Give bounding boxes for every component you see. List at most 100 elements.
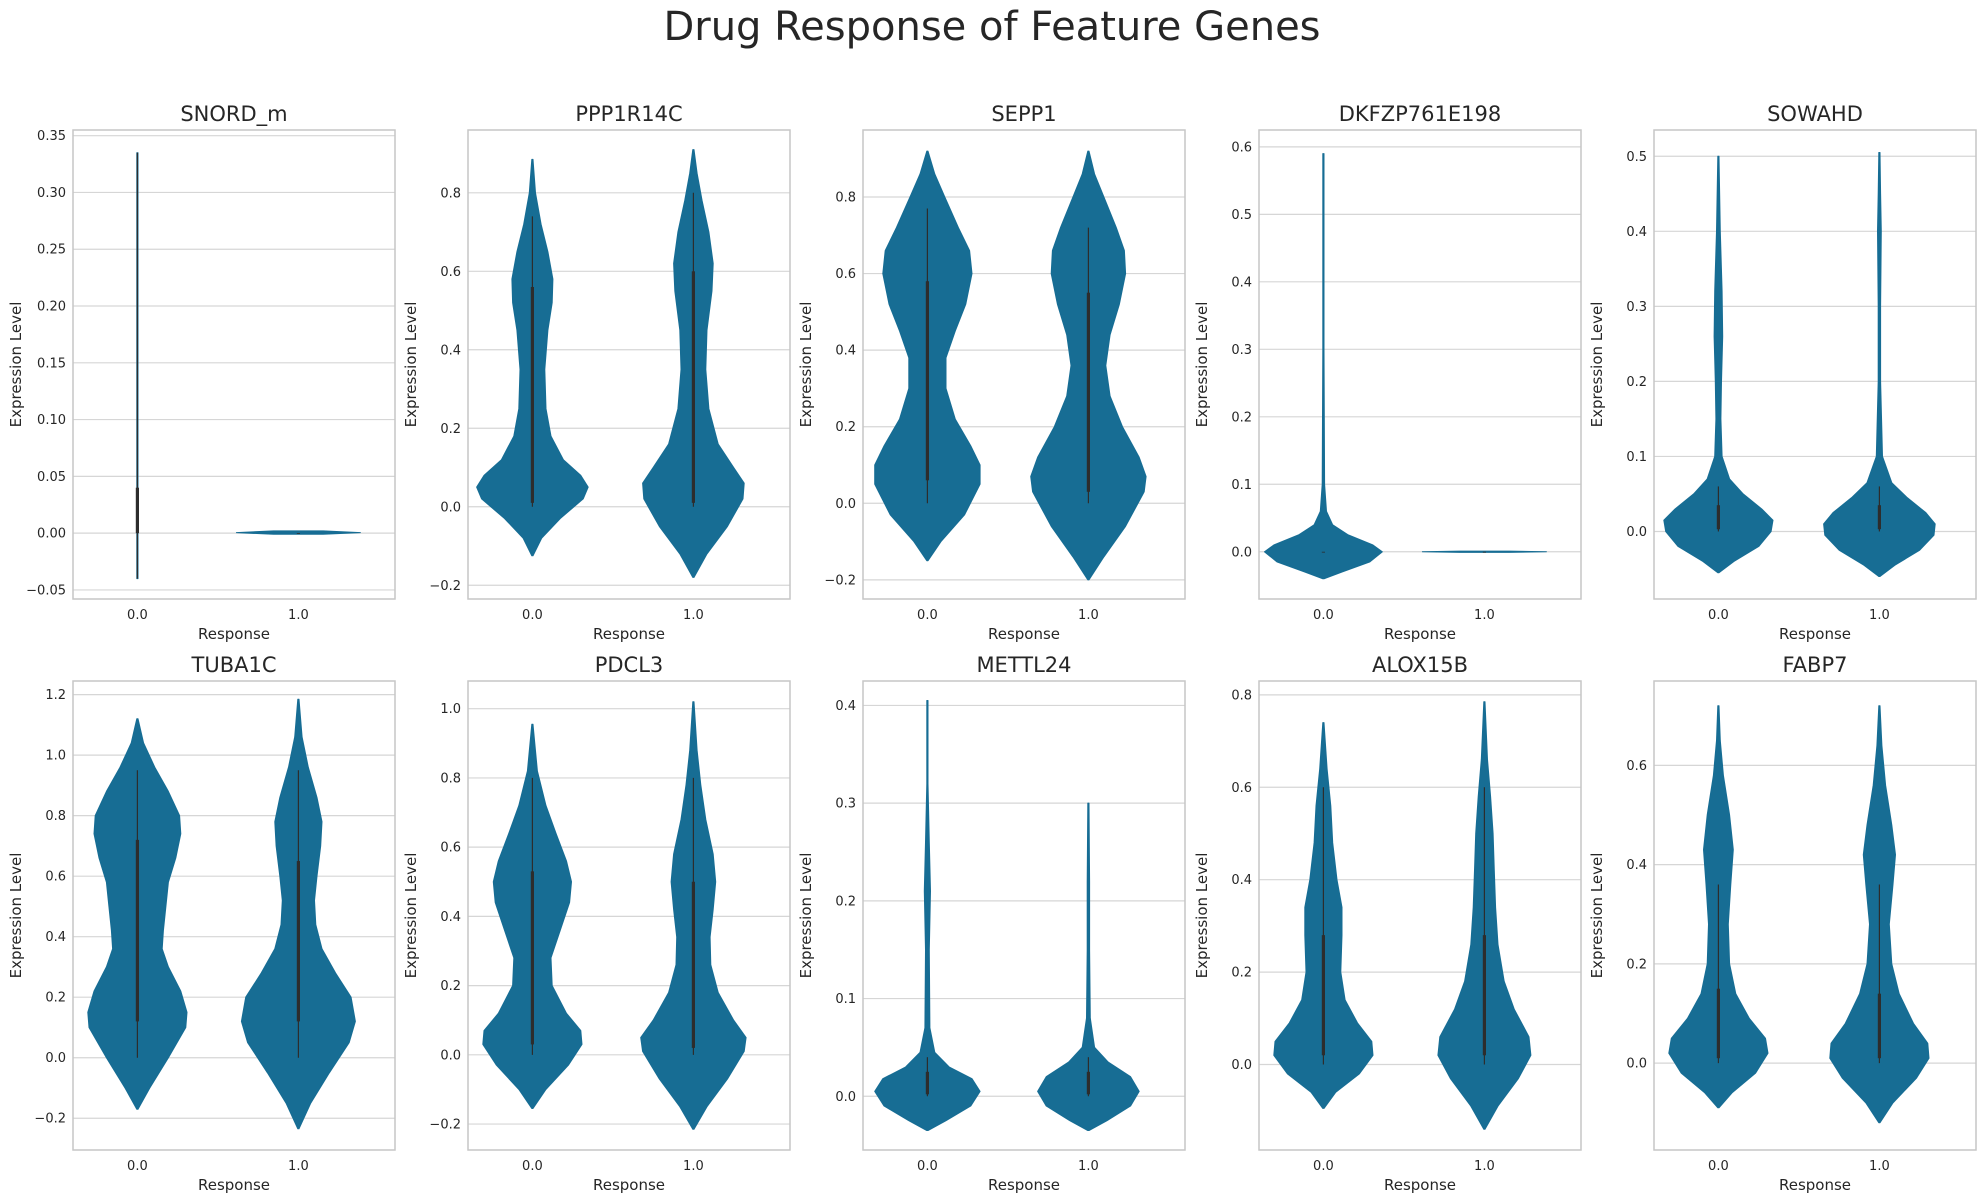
subplot-sepp1: −0.2 0.0 0.2 0.4 0.6 0.8 0.0 1.0 SEPP1 Response Ex…: [797, 102, 1186, 643]
y-tick-label: 0.5: [1626, 150, 1647, 165]
violin-box: [530, 286, 534, 503]
violin-box: [530, 871, 534, 1045]
y-tick-label: 0.2: [440, 422, 461, 437]
y-tick-label: 0.4: [835, 699, 856, 714]
y-tick-label: 0.0: [440, 1048, 461, 1063]
subplot-fabp7: 0.0 0.2 0.4 0.6 0.0 1.0 FABP7 Response Expressio…: [1588, 653, 1977, 1194]
x-tick-label: 0.0: [917, 608, 938, 623]
y-axis-label: Expression Level: [797, 853, 815, 979]
axes-frame: [467, 680, 791, 1151]
violin-body: [235, 530, 361, 535]
x-axis-label: Response: [1779, 625, 1851, 643]
x-tick-label: 1.0: [288, 1159, 309, 1174]
x-tick-label: 0.0: [1708, 1159, 1729, 1174]
subplot-alox15b: 0.0 0.2 0.4 0.6 0.8 0.0 1.0 ALOX15B Response Expr…: [1193, 653, 1582, 1194]
y-tick-label: 0.05: [37, 470, 66, 485]
y-tick-label: 0.2: [1626, 957, 1647, 972]
subplot-tuba1c: −0.2 0.0 0.2 0.4 0.6 0.8 1.0 1.2 0.0 1.0 TUBA1C Res…: [7, 653, 396, 1194]
y-tick-label: 0.8: [440, 771, 461, 786]
violin-box: [1877, 505, 1881, 530]
violin-box: [925, 1071, 929, 1095]
y-tick-label: 0.4: [1626, 225, 1647, 240]
y-tick-label: 0.0: [835, 1090, 856, 1105]
y-tick-label: 0.4: [440, 910, 461, 925]
violin-box: [925, 281, 929, 481]
y-tick-label: 0.35: [37, 129, 66, 144]
axes-frame: [1653, 129, 1977, 600]
y-tick-label: −0.2: [429, 1118, 461, 1133]
y-tick-label: 0.6: [1231, 140, 1252, 155]
y-tick-label: 0.8: [45, 809, 66, 824]
x-tick-label: 0.0: [1313, 1159, 1334, 1174]
subplot-title: SEPP1: [991, 102, 1056, 126]
figure-title: Drug Response of Feature Genes: [663, 4, 1320, 50]
y-tick-label: 0.6: [835, 267, 856, 282]
x-tick-label: 1.0: [1474, 1159, 1495, 1174]
axes-frame: [467, 129, 791, 600]
y-tick-label: −0.2: [34, 1112, 66, 1127]
violin-box: [691, 881, 695, 1048]
x-tick-label: 0.0: [522, 1159, 543, 1174]
subplot-title: DKFZP761E198: [1339, 102, 1502, 126]
y-tick-label: 0.4: [440, 343, 461, 358]
violin-body: [1663, 155, 1774, 574]
y-tick-label: 0.1: [835, 992, 856, 1007]
y-tick-label: 0.6: [45, 870, 66, 885]
violin-box: [1321, 935, 1325, 1056]
violin-body: [874, 700, 981, 1131]
y-tick-label: 0.0: [1231, 545, 1252, 560]
violin-box: [1482, 551, 1486, 553]
y-tick-label: 0.6: [1626, 759, 1647, 774]
y-tick-label: 0.30: [37, 186, 66, 201]
x-tick-label: 1.0: [1078, 608, 1099, 623]
y-tick-label: 0.0: [835, 497, 856, 512]
y-tick-label: 0.0: [1626, 525, 1647, 540]
violin-box: [1877, 993, 1881, 1059]
y-tick-label: 0.0: [440, 500, 461, 515]
violin-box: [691, 271, 695, 503]
axes-frame: [72, 129, 396, 600]
y-tick-label: −0.2: [429, 579, 461, 594]
y-tick-label: 0.20: [37, 300, 66, 315]
y-tick-label: 0.2: [1231, 966, 1252, 981]
y-tick-label: 0.4: [835, 344, 856, 359]
x-tick-label: 0.0: [127, 608, 148, 623]
x-tick-label: 1.0: [1474, 608, 1495, 623]
subplot-pdcl3: −0.2 0.0 0.2 0.4 0.6 0.8 1.0 0.0 1.0 PDCL3 Respons…: [402, 653, 791, 1194]
axes-frame: [1258, 680, 1582, 1151]
x-axis-label: Response: [988, 1176, 1060, 1194]
y-axis-label: Expression Level: [1193, 302, 1211, 428]
x-tick-label: 1.0: [683, 608, 704, 623]
x-axis-label: Response: [988, 625, 1060, 643]
y-tick-label: 0.6: [1231, 781, 1252, 796]
subplot-title: METTL24: [976, 653, 1071, 677]
y-tick-label: 0.0: [1626, 1057, 1647, 1072]
subplot-title: PDCL3: [595, 653, 664, 677]
subplot-mettl24: 0.0 0.1 0.2 0.3 0.4 0.0 1.0 METTL24 Response Expr…: [797, 653, 1186, 1194]
subplot-title: FABP7: [1783, 653, 1848, 677]
y-tick-label: 0.4: [1231, 275, 1252, 290]
x-axis-label: Response: [1384, 625, 1456, 643]
x-tick-label: 1.0: [1869, 1159, 1890, 1174]
y-tick-label: 0.10: [37, 413, 66, 428]
y-tick-label: −0.05: [26, 583, 66, 598]
violin-box: [1482, 935, 1486, 1056]
y-tick-label: 0.2: [440, 979, 461, 994]
axes-frame: [1653, 680, 1977, 1151]
y-tick-label: 0.4: [45, 930, 66, 945]
y-tick-label: 1.0: [440, 702, 461, 717]
subplot-title: PPP1R14C: [575, 102, 682, 126]
y-tick-label: 0.00: [37, 527, 66, 542]
violin-box: [135, 487, 139, 534]
subplot-title: SNORD_m: [180, 102, 287, 127]
y-tick-label: 0.2: [1626, 375, 1647, 390]
subplot-ppp1r14c: −0.2 0.0 0.2 0.4 0.6 0.8 0.0 1.0 PPP1R14C Respons…: [402, 102, 791, 643]
violin-body: [1823, 152, 1936, 577]
x-tick-label: 1.0: [1078, 1159, 1099, 1174]
y-axis-label: Expression Level: [1588, 302, 1606, 428]
x-tick-label: 0.0: [1708, 608, 1729, 623]
violin-box: [135, 839, 139, 1022]
x-axis-label: Response: [1779, 1176, 1851, 1194]
y-axis-label: Expression Level: [797, 302, 815, 428]
